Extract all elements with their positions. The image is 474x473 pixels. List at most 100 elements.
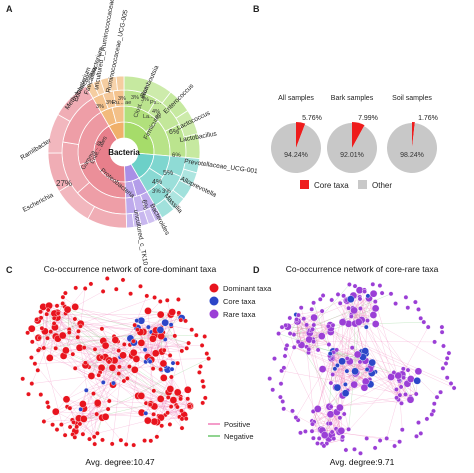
- network-node: [96, 372, 102, 378]
- network-node: [137, 392, 146, 400]
- network-node: [132, 322, 138, 328]
- network-node: [183, 318, 189, 324]
- network-node: [377, 283, 383, 288]
- network-node: [106, 359, 112, 365]
- network-node: [100, 379, 106, 385]
- network-node: [179, 416, 185, 422]
- pie-slice-other: [387, 123, 438, 173]
- network-node: [66, 330, 72, 335]
- pie-title: Soil samples: [392, 95, 432, 102]
- network-node: [399, 427, 405, 433]
- panel-label-d: D: [253, 265, 260, 275]
- network-edge: [154, 376, 172, 407]
- network-node: [363, 324, 369, 330]
- network-node: [28, 355, 34, 360]
- network-node: [72, 365, 78, 371]
- network-node: [134, 318, 140, 323]
- network-node: [334, 347, 340, 353]
- network-node: [138, 283, 143, 289]
- network-node: [143, 416, 152, 425]
- network-node: [87, 372, 96, 380]
- sunburst-pct-5: 5%: [163, 170, 173, 177]
- network-node: [397, 439, 402, 445]
- network-edge: [163, 332, 182, 352]
- pie-other-label: 92.01%: [340, 152, 364, 159]
- network-node: [317, 296, 323, 302]
- network-node: [311, 300, 316, 306]
- network-node: [372, 299, 378, 304]
- network-node: [170, 360, 176, 366]
- network-edge: [43, 419, 73, 422]
- legend-dot-rare: [209, 309, 219, 319]
- network-node: [125, 375, 130, 381]
- network-node: [372, 445, 378, 451]
- network-node: [173, 388, 182, 397]
- network-node: [45, 335, 50, 341]
- network-node: [75, 334, 81, 340]
- network-node: [168, 374, 174, 380]
- network-node: [291, 344, 297, 350]
- network-node: [32, 361, 38, 367]
- network-node: [147, 402, 153, 407]
- network-node: [276, 331, 281, 336]
- sunburst-small-label: 3%: [96, 104, 104, 110]
- network-edge: [44, 311, 173, 332]
- network-node: [301, 316, 307, 322]
- network-node: [120, 277, 126, 283]
- network-node: [111, 380, 116, 386]
- network-node: [74, 424, 80, 430]
- network-node: [325, 323, 331, 329]
- network-node: [143, 410, 149, 416]
- network-node: [302, 428, 308, 434]
- network-node: [159, 359, 168, 368]
- network-node: [168, 308, 176, 316]
- network-node: [429, 411, 435, 417]
- network-node: [346, 282, 352, 287]
- network-edge: [297, 331, 331, 342]
- network-node: [88, 281, 94, 287]
- network-edge: [326, 439, 343, 444]
- network-node: [352, 283, 358, 289]
- network-node: [358, 450, 363, 456]
- network-node: [342, 381, 348, 387]
- network-node: [439, 324, 445, 330]
- network-node: [444, 355, 450, 361]
- network-node: [67, 405, 73, 411]
- network-edge: [342, 301, 376, 323]
- network-node: [364, 435, 370, 441]
- network-node: [315, 347, 321, 353]
- sunburst-small-label: 6%: [172, 153, 181, 159]
- network-edge: [278, 333, 330, 439]
- network-node: [123, 441, 129, 447]
- sunburst-small-label: 3%: [106, 100, 114, 106]
- network-node: [272, 356, 277, 361]
- network-node: [60, 294, 66, 300]
- network-node: [294, 316, 299, 322]
- network-node: [365, 293, 371, 299]
- network-node: [179, 425, 185, 431]
- network-edge: [41, 328, 76, 369]
- network-edge: [113, 355, 124, 384]
- network-node: [106, 398, 112, 404]
- network-edge: [109, 400, 147, 404]
- network-node: [304, 322, 309, 328]
- network-node: [151, 388, 157, 394]
- network-edge: [65, 313, 161, 331]
- network-node: [438, 389, 443, 395]
- network-node: [344, 355, 350, 361]
- network-node: [406, 375, 415, 383]
- network-edge: [341, 361, 346, 385]
- network-node: [137, 339, 146, 347]
- sunburst-pct-6b: 6%: [140, 199, 149, 210]
- network-node: [196, 369, 202, 375]
- network-node: [328, 404, 334, 410]
- network-node: [62, 346, 70, 355]
- network-edge: [330, 406, 342, 431]
- network-node: [185, 396, 191, 402]
- network-edge: [330, 331, 455, 389]
- network-node: [346, 295, 355, 304]
- network-node: [200, 400, 206, 406]
- network-node: [25, 330, 30, 336]
- network-node: [287, 331, 293, 336]
- network-edge: [301, 307, 332, 435]
